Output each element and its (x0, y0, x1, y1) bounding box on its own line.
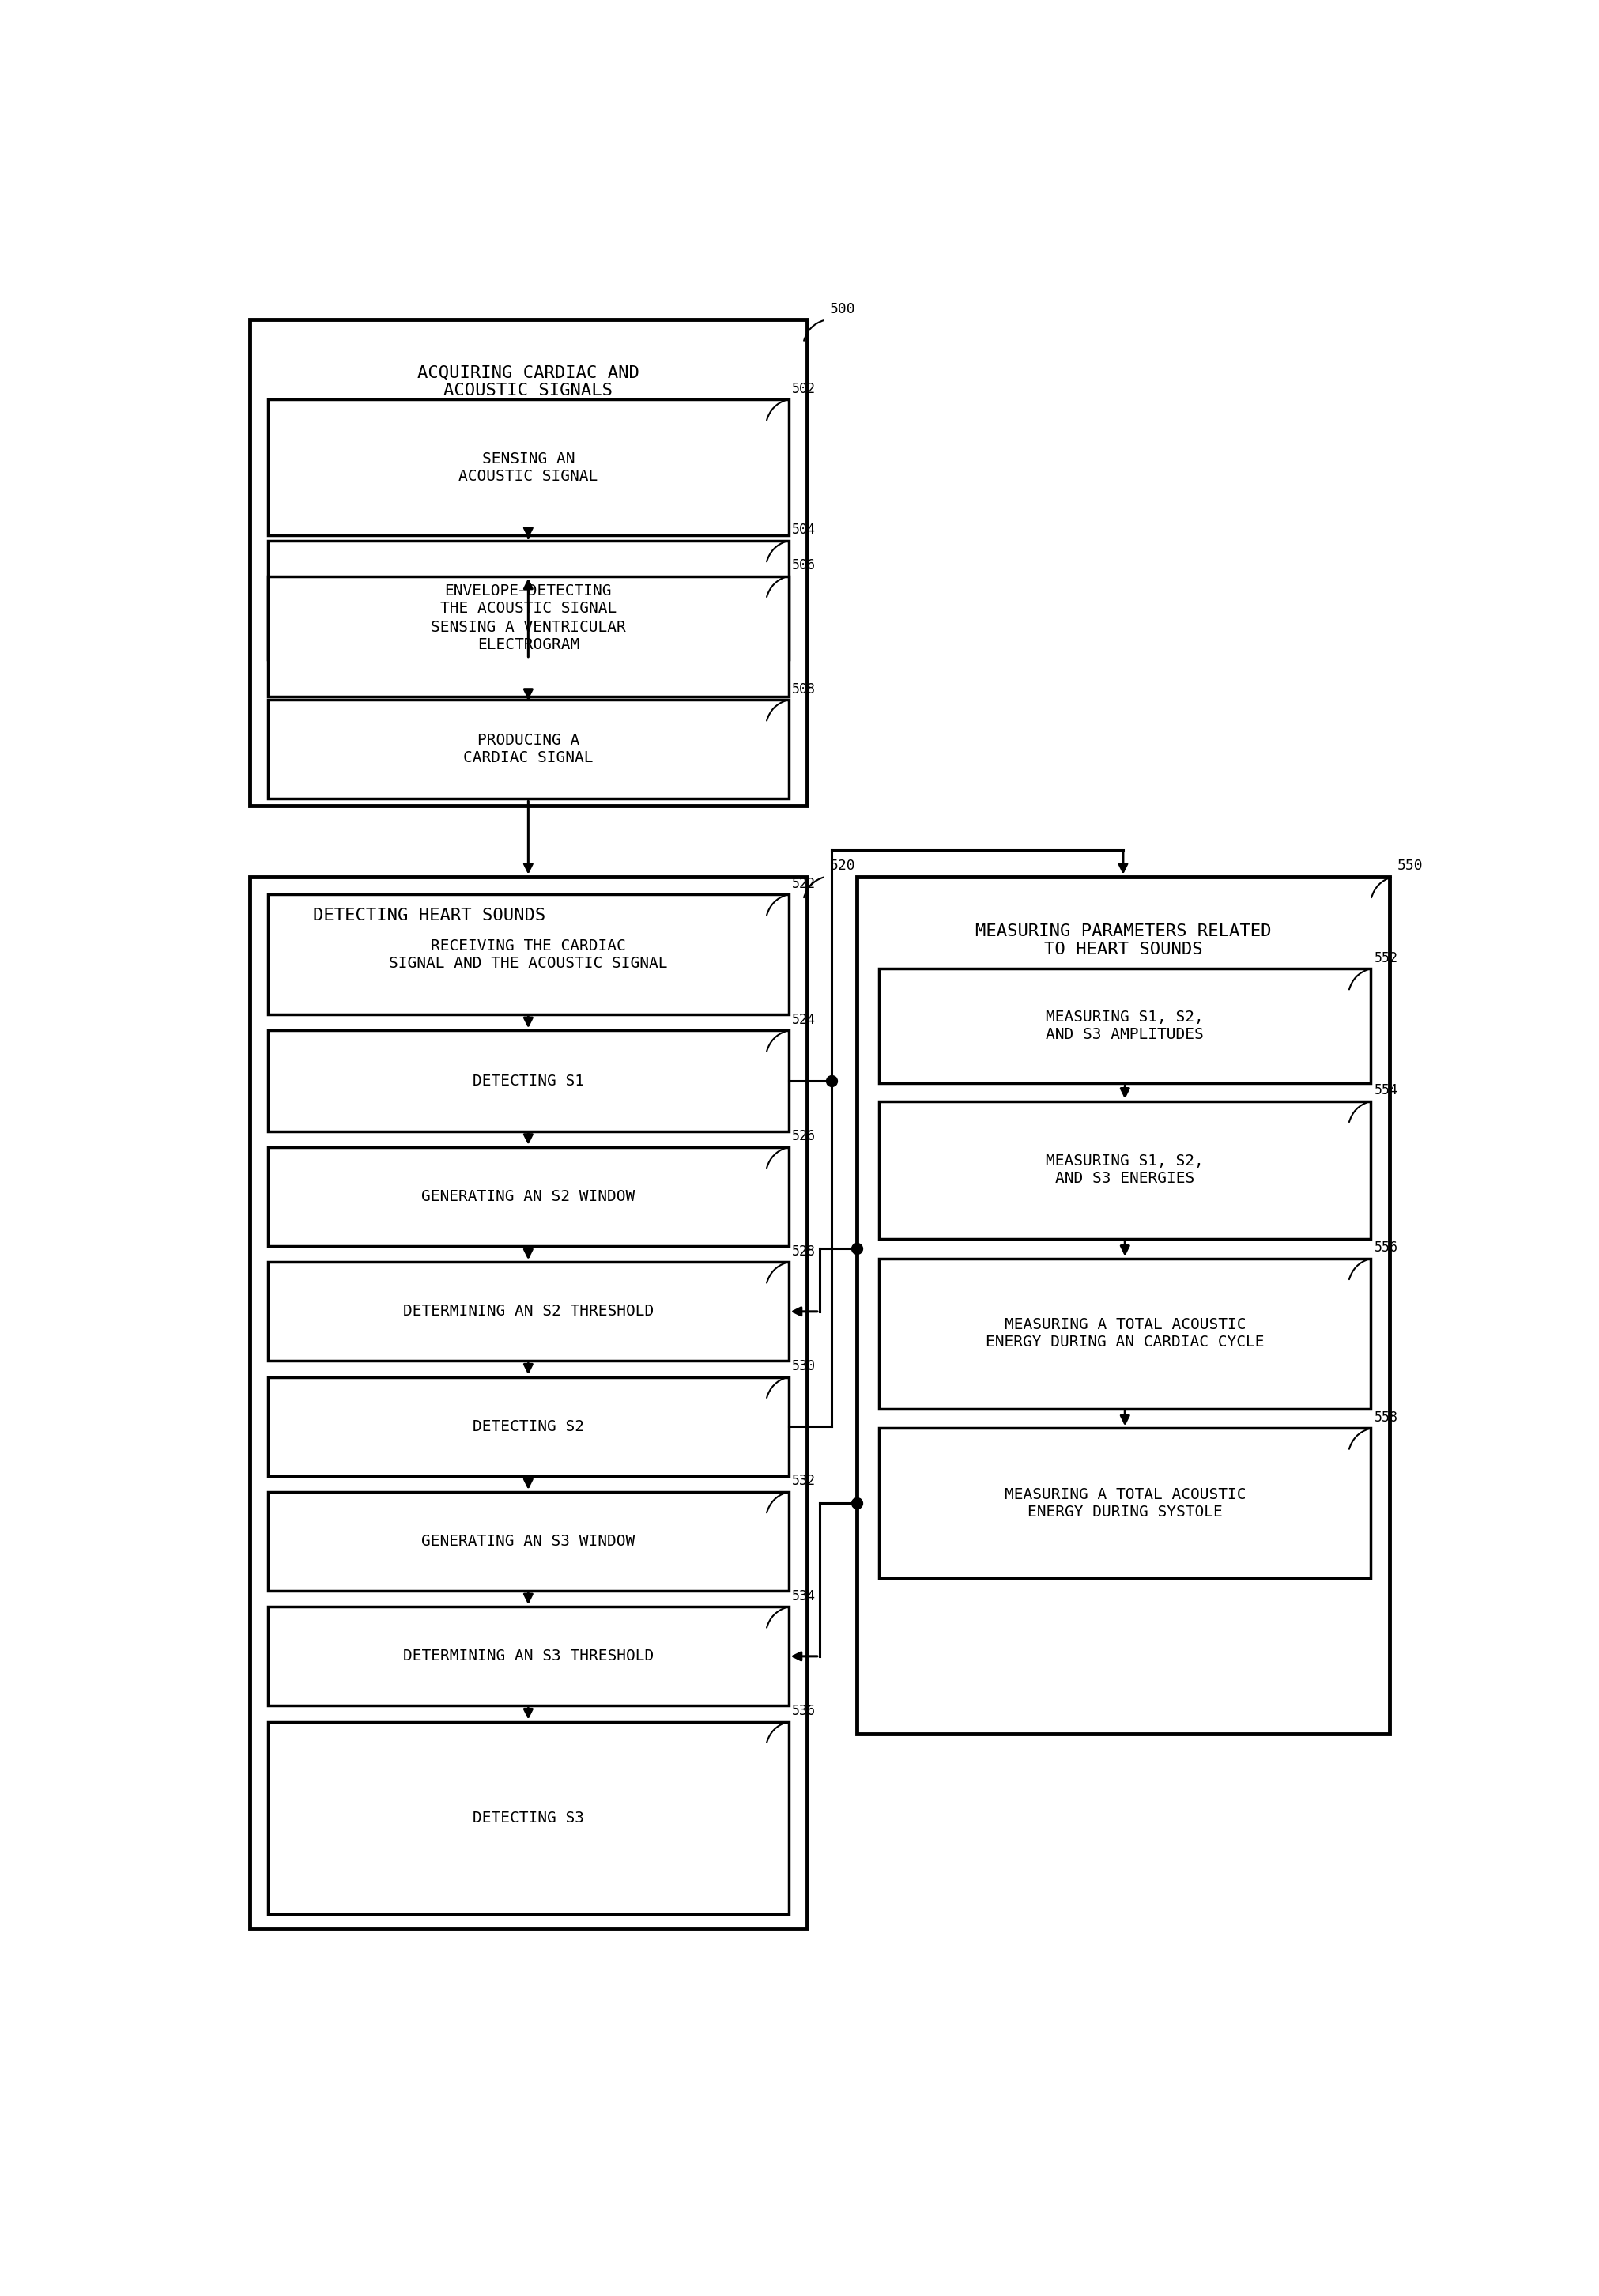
Text: SENSING A VENTRICULAR
ELECTROGRAM: SENSING A VENTRICULAR ELECTROGRAM (430, 620, 625, 652)
Bar (269, 895, 788, 1015)
Bar (879, 1258, 1370, 1410)
Bar (269, 400, 788, 535)
Text: GENERATING AN S2 WINDOW: GENERATING AN S2 WINDOW (422, 1189, 635, 1203)
Text: SENSING AN
ACOUSTIC SIGNAL: SENSING AN ACOUSTIC SIGNAL (459, 450, 598, 484)
Text: DETERMINING AN S2 THRESHOLD: DETERMINING AN S2 THRESHOLD (403, 1304, 654, 1318)
Bar (269, 540, 788, 659)
Bar (269, 700, 788, 799)
Text: 522: 522 (792, 877, 815, 891)
Text: MEASURING A TOTAL ACOUSTIC
ENERGY DURING SYSTOLE: MEASURING A TOTAL ACOUSTIC ENERGY DURING… (1004, 1488, 1246, 1520)
Bar (269, 1263, 788, 1362)
Bar (857, 877, 1390, 1733)
Bar (879, 1428, 1370, 1577)
Text: 506: 506 (792, 558, 815, 572)
Text: PRODUCING A
CARDIAC SIGNAL: PRODUCING A CARDIAC SIGNAL (464, 732, 593, 765)
Bar (269, 1607, 788, 1706)
Bar (249, 877, 807, 1929)
Text: 534: 534 (792, 1589, 815, 1603)
Text: MEASURING S1, S2,
AND S3 AMPLITUDES: MEASURING S1, S2, AND S3 AMPLITUDES (1046, 1010, 1204, 1042)
Text: 552: 552 (1375, 951, 1399, 964)
Bar (269, 1148, 788, 1247)
Text: 558: 558 (1375, 1410, 1399, 1424)
Text: 532: 532 (792, 1474, 815, 1488)
Bar (249, 319, 807, 806)
Text: DETECTING S3: DETECTING S3 (473, 1812, 584, 1825)
Text: ENVELOPE–DETECTING
THE ACOUSTIC SIGNAL: ENVELOPE–DETECTING THE ACOUSTIC SIGNAL (440, 583, 617, 615)
Text: DETECTING HEART SOUNDS: DETECTING HEART SOUNDS (313, 907, 545, 923)
Text: 502: 502 (792, 381, 815, 395)
Bar (879, 1102, 1370, 1240)
Text: DETECTING S1: DETECTING S1 (473, 1072, 584, 1088)
Text: 530: 530 (792, 1359, 815, 1373)
Text: 500: 500 (830, 303, 855, 317)
Bar (269, 1031, 788, 1132)
Bar (269, 1722, 788, 1915)
Text: GENERATING AN S3 WINDOW: GENERATING AN S3 WINDOW (422, 1534, 635, 1550)
Bar (269, 1492, 788, 1591)
Text: DETECTING S2: DETECTING S2 (473, 1419, 584, 1435)
Text: 526: 526 (792, 1130, 815, 1143)
Text: 504: 504 (792, 523, 815, 537)
Text: MEASURING PARAMETERS RELATED
TO HEART SOUNDS: MEASURING PARAMETERS RELATED TO HEART SO… (975, 923, 1271, 957)
Text: 524: 524 (792, 1013, 815, 1026)
Bar (269, 576, 788, 696)
Text: RECEIVING THE CARDIAC
SIGNAL AND THE ACOUSTIC SIGNAL: RECEIVING THE CARDIAC SIGNAL AND THE ACO… (389, 939, 667, 971)
Text: 520: 520 (830, 859, 855, 872)
Bar (269, 1378, 788, 1476)
Text: 536: 536 (792, 1704, 815, 1717)
Text: 528: 528 (792, 1244, 815, 1258)
Text: ACQUIRING CARDIAC AND
ACOUSTIC SIGNALS: ACQUIRING CARDIAC AND ACOUSTIC SIGNALS (417, 365, 640, 400)
Text: MEASURING A TOTAL ACOUSTIC
ENERGY DURING AN CARDIAC CYCLE: MEASURING A TOTAL ACOUSTIC ENERGY DURING… (985, 1318, 1265, 1350)
Text: 556: 556 (1375, 1240, 1399, 1256)
Text: 550: 550 (1398, 859, 1423, 872)
Text: DETERMINING AN S3 THRESHOLD: DETERMINING AN S3 THRESHOLD (403, 1649, 654, 1665)
Bar (879, 969, 1370, 1084)
Text: MEASURING S1, S2,
AND S3 ENERGIES: MEASURING S1, S2, AND S3 ENERGIES (1046, 1155, 1204, 1187)
Text: 508: 508 (792, 682, 815, 696)
Text: 554: 554 (1375, 1084, 1399, 1097)
